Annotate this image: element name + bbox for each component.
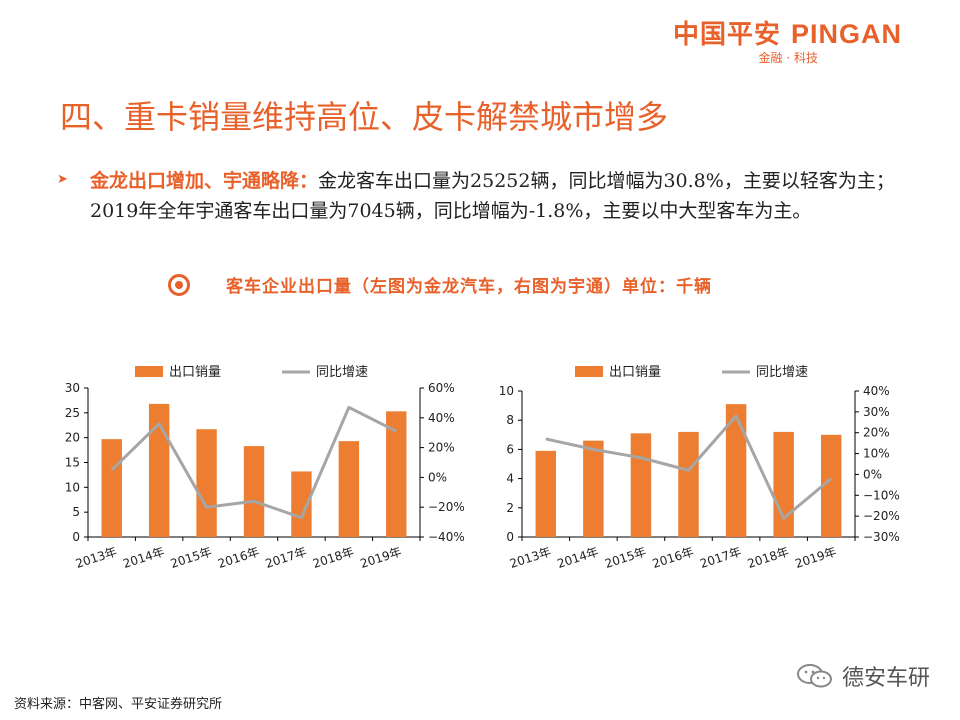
legend-bar-swatch xyxy=(135,366,163,377)
x-tick-label: 2016年 xyxy=(216,545,261,571)
bar xyxy=(338,441,360,537)
chart-subheading: 客车企业出口量（左图为金龙汽车，右图为宇通）单位：千辆 xyxy=(168,272,712,297)
bar xyxy=(773,431,794,537)
logo-cn: 中国平安 xyxy=(672,20,781,50)
y-tick-label-left: 10 xyxy=(65,480,80,494)
bullet-body: 金龙客车出口量为25252辆，同比增幅为30.8%，主要以轻客为主；2019年全… xyxy=(90,170,895,222)
bar xyxy=(535,450,557,537)
y-tick-label-left: 15 xyxy=(65,456,80,470)
target-icon xyxy=(168,273,190,296)
chart-jinlong: 出口销量 同比增速 0 5 10 15 20 25 30 −40% −20% 0% 20% 40% 60% 2… xyxy=(65,365,465,571)
bar xyxy=(583,440,604,537)
legend-bar-swatch xyxy=(575,366,603,377)
chart-legend: 出口销量 同比增速 xyxy=(575,365,808,380)
x-tick-label: 2013年 xyxy=(74,545,119,571)
x-tick-label: 2014年 xyxy=(121,545,166,571)
x-tick-label: 2016年 xyxy=(651,545,696,571)
brand-logo: 中国平安 PINGAN 金融 · 科技 xyxy=(673,14,902,66)
source-note: 资料来源：中客网、平安证券研究所 xyxy=(14,697,223,712)
x-tick-label: 2015年 xyxy=(169,545,214,571)
x-tick-label: 2015年 xyxy=(603,545,648,571)
legend-label-bar: 出口销量 xyxy=(169,365,221,380)
bar xyxy=(678,431,699,537)
y-tick-label-left: 20 xyxy=(65,431,80,445)
logo-en: PINGAN xyxy=(790,19,902,49)
y-tick-label-right: 0% xyxy=(863,467,882,481)
watermark-text: 德安车研 xyxy=(841,666,930,691)
y-tick-label-right: 10% xyxy=(863,447,890,461)
page-title: 四、重卡销量维持高位、皮卡解禁城市增多 xyxy=(60,98,669,136)
bullet-arrow-icon: ➤ xyxy=(57,172,68,187)
y-tick-label-right: −30% xyxy=(863,530,900,544)
x-tick-label: 2014年 xyxy=(555,545,600,571)
y-tick-label-left: 4 xyxy=(506,472,514,486)
legend-label-line: 同比增速 xyxy=(756,365,808,380)
chart-legend: 出口销量 同比增速 xyxy=(135,365,368,380)
watermark: 德安车研 xyxy=(796,660,930,692)
bullet-point: ➤ 金龙出口增加、宇通略降：金龙客车出口量为25252辆，同比增幅为30.8%，… xyxy=(57,166,900,226)
growth-line xyxy=(110,405,397,520)
bar xyxy=(148,403,170,537)
bar xyxy=(101,439,122,537)
legend-label-bar: 出口销量 xyxy=(609,365,661,380)
y-tick-label-left: 10 xyxy=(499,384,514,398)
bar xyxy=(196,429,217,537)
y-tick-label-left: 30 xyxy=(65,381,80,395)
y-tick-label-right: −20% xyxy=(428,500,465,514)
y-tick-label-left: 8 xyxy=(506,413,514,427)
bar xyxy=(820,434,842,537)
y-tick-label-right: 30% xyxy=(863,405,890,419)
y-tick-label-right: 60% xyxy=(428,381,455,395)
y-tick-label-left: 0 xyxy=(72,530,80,544)
y-tick-label-right: −20% xyxy=(863,509,900,523)
legend-label-line: 同比增速 xyxy=(316,365,368,380)
y-tick-label-left: 2 xyxy=(506,501,514,515)
x-tick-label: 2018年 xyxy=(311,545,356,571)
y-tick-label-right: 20% xyxy=(863,426,890,440)
logo-tagline: 金融 · 科技 xyxy=(758,51,818,65)
bar xyxy=(291,471,312,537)
y-tick-label-right: 40% xyxy=(863,384,890,398)
y-tick-label-right: 40% xyxy=(428,411,455,425)
subheading-text: 客车企业出口量（左图为金龙汽车，右图为宇通）单位：千辆 xyxy=(226,277,712,297)
y-tick-label-right: −10% xyxy=(863,488,900,502)
bar xyxy=(386,411,407,537)
bar xyxy=(725,404,747,537)
y-tick-label-left: 6 xyxy=(506,442,514,456)
y-tick-label-left: 0 xyxy=(506,530,514,544)
x-tick-label: 2019年 xyxy=(358,545,403,571)
chart-yutong: 出口销量 同比增速 0 2 4 6 8 10 −30% −20% −10% 0% 10% 20% 30% 40… xyxy=(499,365,900,571)
x-tick-label: 2017年 xyxy=(698,545,743,571)
x-tick-label: 2013年 xyxy=(508,545,553,571)
growth-line xyxy=(545,414,833,520)
y-tick-label-right: −40% xyxy=(428,530,465,544)
x-tick-label: 2017年 xyxy=(264,545,309,571)
wechat-icon xyxy=(796,664,832,688)
x-tick-label: 2019年 xyxy=(793,545,838,571)
bar xyxy=(243,446,265,537)
bar xyxy=(630,433,652,537)
y-tick-label-left: 25 xyxy=(65,406,80,420)
y-tick-label-right: 0% xyxy=(428,470,447,484)
x-tick-label: 2018年 xyxy=(746,545,791,571)
y-tick-label-right: 20% xyxy=(428,441,455,455)
bullet-heading: 金龙出口增加、宇通略降： xyxy=(90,170,319,192)
y-tick-label-left: 5 xyxy=(72,505,80,519)
